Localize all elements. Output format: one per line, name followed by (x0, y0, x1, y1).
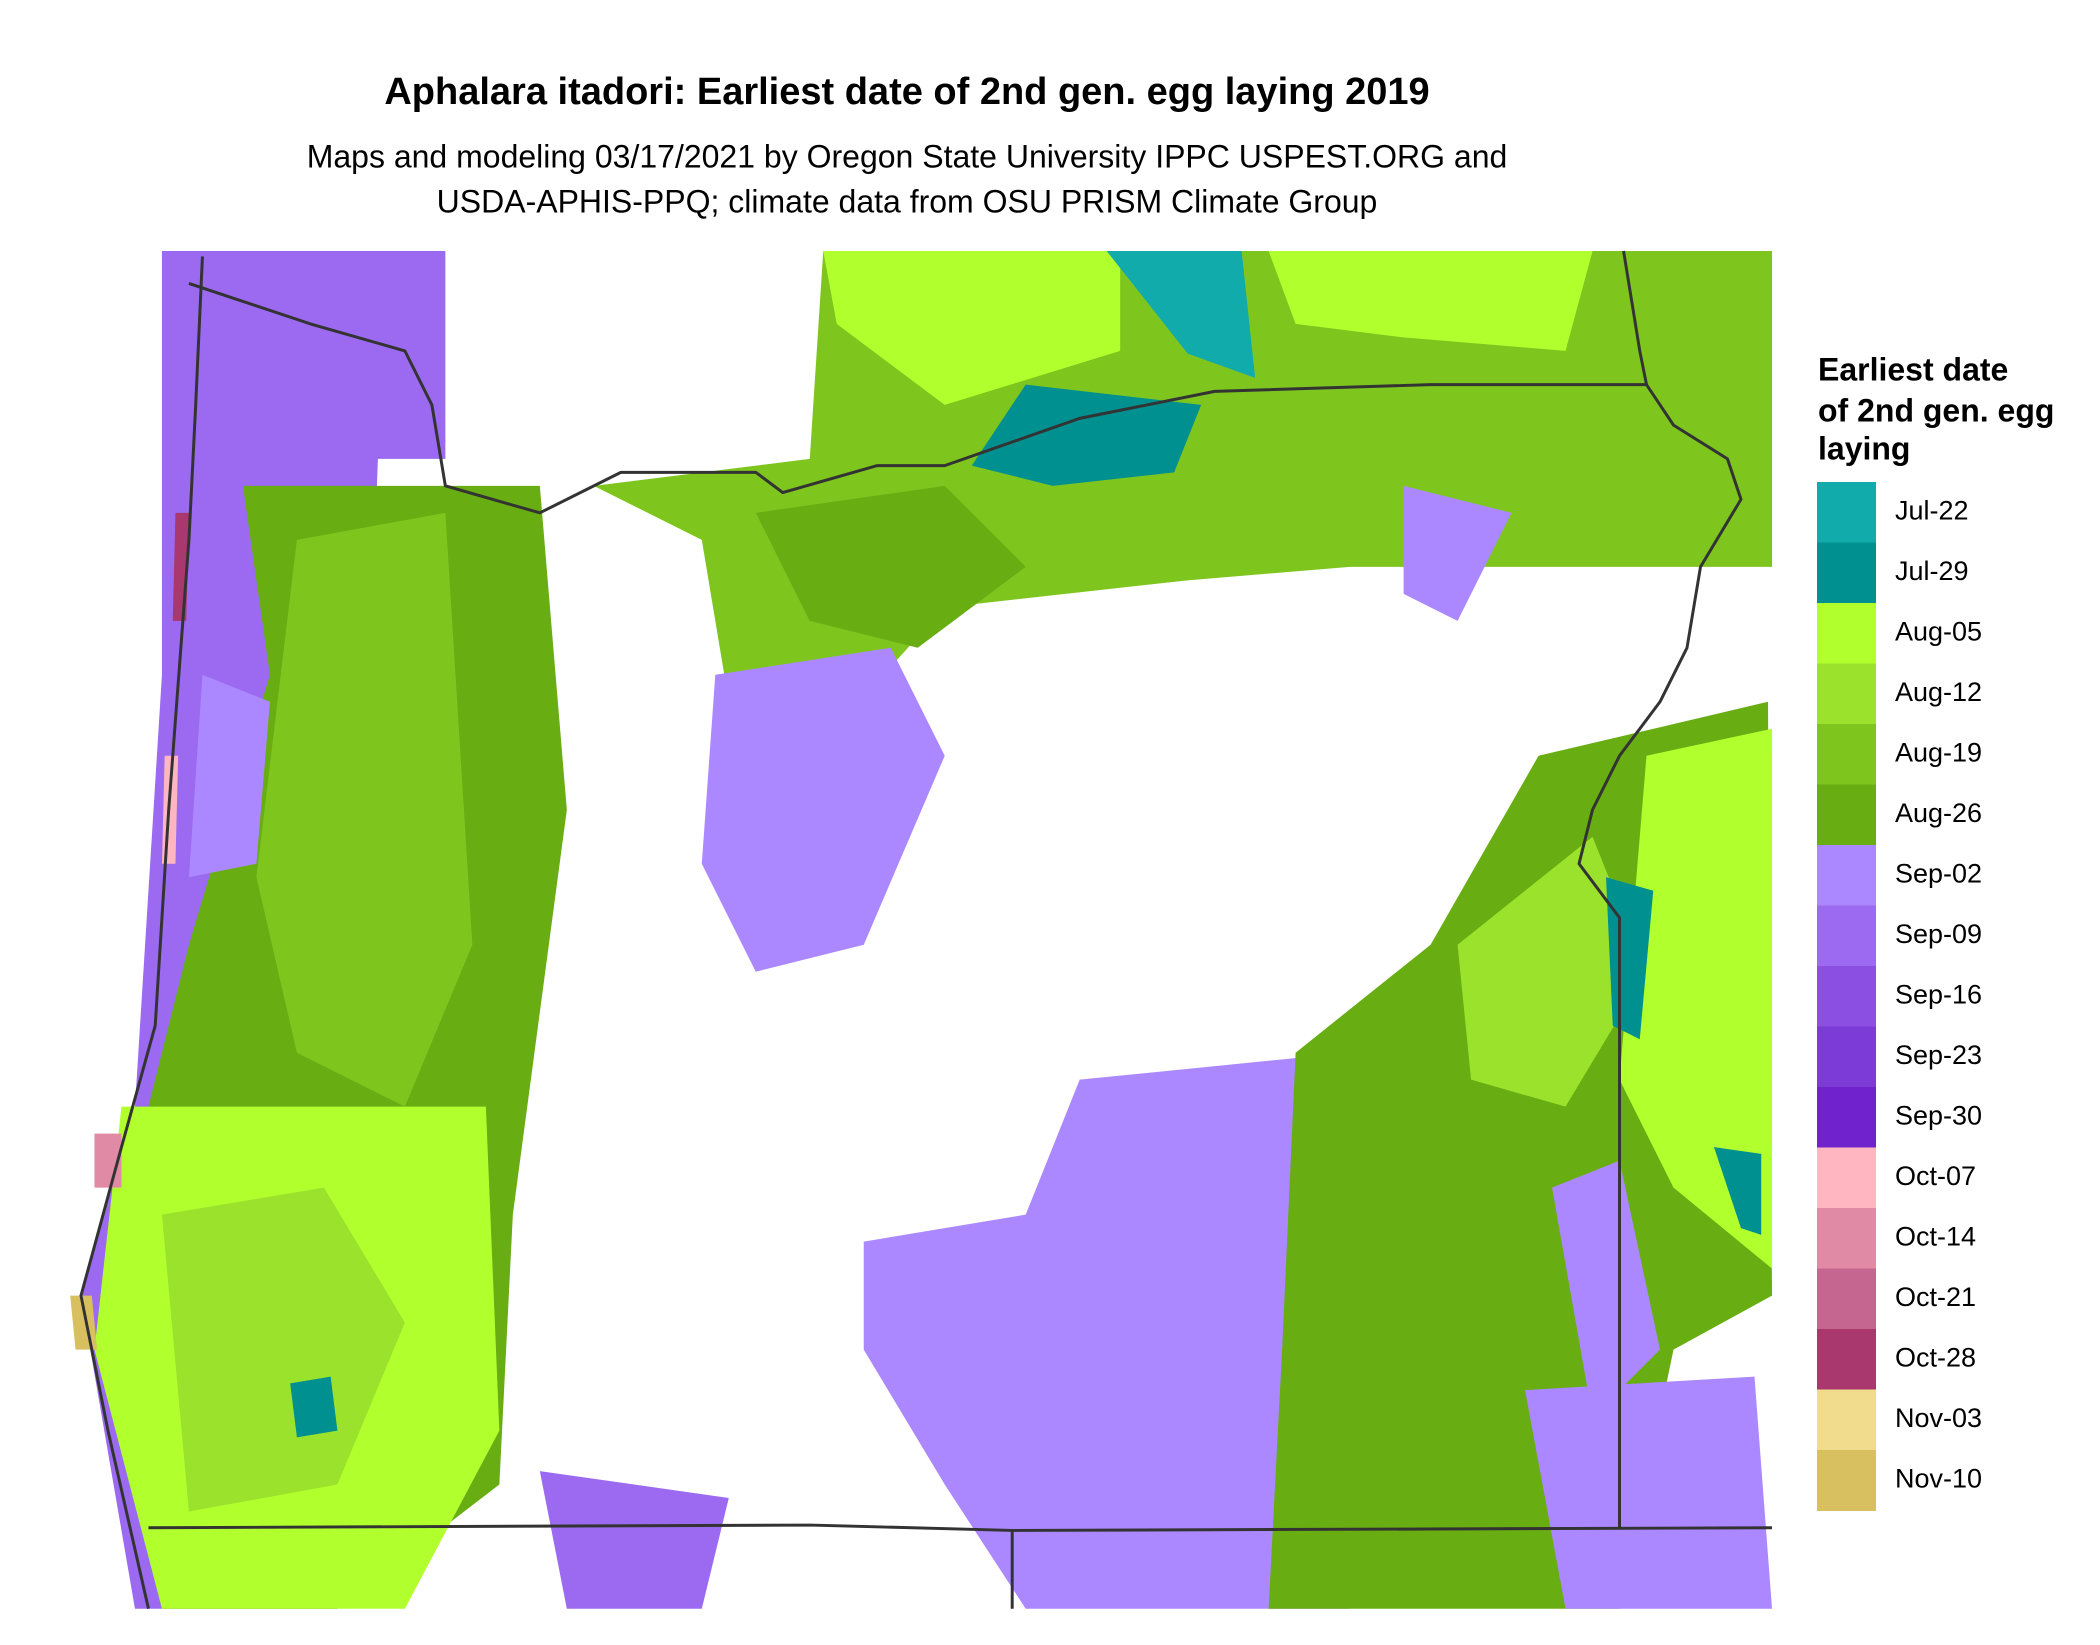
legend-swatch (1817, 905, 1876, 967)
region (161, 1187, 405, 1512)
title: Aphalara itadori: Earliest date of 2nd g… (384, 71, 1429, 113)
legend-swatch (1817, 1208, 1876, 1269)
region (1106, 251, 1256, 378)
region (1525, 1376, 1773, 1609)
region (755, 485, 1026, 648)
legend-swatch (1817, 1147, 1876, 1209)
legend-swatch (1817, 1026, 1876, 1088)
state-border (79, 256, 204, 1610)
map (70, 250, 1773, 1610)
legend-label: Jul-22 (1895, 495, 1969, 525)
legend-swatch (1817, 724, 1876, 785)
legend-swatch (1817, 663, 1876, 725)
region (1268, 251, 1593, 351)
subtitle: USDA-APHIS-PPQ; climate data from OSU PR… (437, 183, 1378, 219)
region (823, 251, 1121, 405)
legend-swatch (1817, 845, 1876, 906)
region (971, 384, 1202, 486)
region (701, 647, 945, 972)
legend-swatch (1817, 542, 1876, 604)
region (539, 1471, 729, 1609)
legend-label: Oct-21 (1895, 1282, 1976, 1312)
legend: Jul-22 Jul-29 Aug-05 Aug-12 Aug-19 Aug-26 Sep-… (1817, 482, 1982, 1511)
region (1619, 728, 1773, 1269)
region (1403, 485, 1512, 621)
legend-title: laying (1818, 430, 1910, 466)
legend-label: Sep-30 (1895, 1100, 1982, 1130)
legend-label: Sep-23 (1895, 1040, 1982, 1070)
legend-swatch (1817, 784, 1876, 846)
legend-label: Aug-05 (1895, 616, 1982, 646)
legend-label: Oct-14 (1895, 1221, 1976, 1251)
legend-label: Nov-03 (1895, 1403, 1982, 1433)
legend-label: Oct-07 (1895, 1161, 1976, 1191)
legend-label: Aug-19 (1895, 737, 1982, 767)
state-border (148, 1523, 1773, 1609)
state-border (188, 282, 1743, 1528)
legend-swatch (1817, 1389, 1876, 1451)
legend-label: Oct-28 (1895, 1342, 1976, 1372)
subtitle: Maps and modeling 03/17/2021 by Oregon S… (307, 138, 1508, 174)
region (1713, 1147, 1762, 1235)
legend-label: Aug-12 (1895, 677, 1982, 707)
legend-swatch (1817, 1450, 1876, 1511)
legend-label: Sep-16 (1895, 979, 1982, 1009)
region (188, 674, 270, 878)
legend-title: of 2nd gen. egg (1818, 392, 2054, 428)
legend-swatch (1817, 1329, 1876, 1390)
region (290, 1376, 338, 1438)
legend-label: Sep-09 (1895, 919, 1982, 949)
legend-title: Earliest date (1818, 351, 2008, 387)
legend-swatch (1817, 1268, 1876, 1330)
legend-swatch (1817, 966, 1876, 1027)
legend-swatch (1817, 1087, 1876, 1148)
legend-label: Nov-10 (1895, 1463, 1982, 1493)
region (1552, 1160, 1661, 1418)
legend-swatch (1817, 482, 1876, 543)
legend-label: Sep-02 (1895, 858, 1982, 888)
legend-label: Aug-26 (1895, 798, 1982, 828)
state-border (1622, 250, 1648, 385)
region (256, 512, 473, 1107)
legend-swatch (1817, 603, 1876, 664)
legend-label: Jul-29 (1895, 556, 1969, 586)
region (1457, 836, 1647, 1107)
